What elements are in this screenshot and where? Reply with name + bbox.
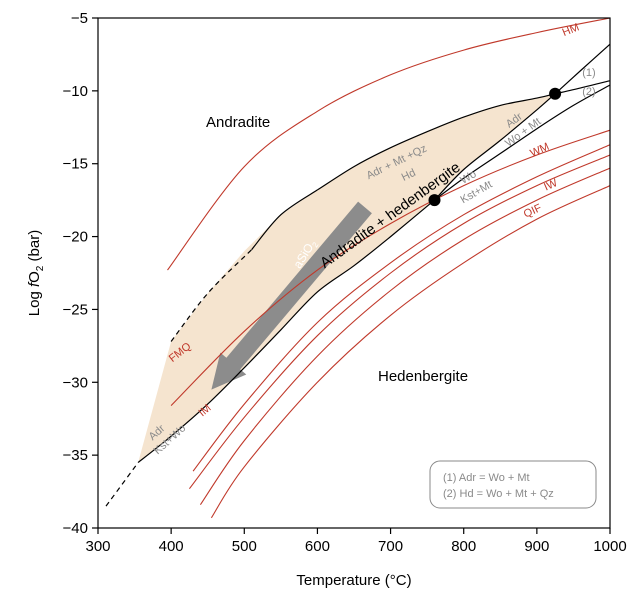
invariant-points (428, 87, 562, 207)
iw-buffer-label: IW (542, 177, 560, 194)
y-tick-label: −5 (71, 10, 88, 27)
wm-buffer-label: WM (528, 141, 551, 160)
hd-label: Hd (400, 167, 418, 184)
x-tick-label: 600 (305, 538, 330, 555)
buffer-curve-qif (210, 185, 611, 519)
legend-reaction-1: (1) Adr = Wo + Mt (443, 472, 530, 484)
andradite-field-label: Andradite (206, 114, 270, 131)
y-axis-title-o: O (26, 271, 43, 283)
y-tick-label: −40 (63, 520, 88, 537)
reaction-curve-3 (317, 93, 556, 191)
reaction-1-label: (1) (582, 67, 595, 79)
buffer-curve-hm (167, 17, 611, 271)
x-tick-label: 700 (378, 538, 403, 555)
asio2-arrow (211, 201, 372, 390)
x-tick-label: 800 (451, 538, 476, 555)
reaction-curve-7 (434, 84, 611, 201)
reaction-curves (105, 43, 611, 507)
y-axis-title-prefix: Log (26, 287, 43, 316)
x-tick-label: 900 (524, 538, 549, 555)
reaction-curve-5 (170, 249, 253, 342)
y-axis-title-f: f (26, 281, 43, 287)
asio2-subscript: 2 (310, 240, 320, 249)
hedenbergite-field-label: Hedenbergite (378, 368, 468, 385)
hm-buffer-label: HM (561, 21, 581, 39)
y-tick-label: −25 (63, 301, 88, 318)
x-axis: 300 400 500 600 700 800 900 1000 (85, 528, 627, 555)
buffer-curve-iw (188, 154, 611, 490)
reaction-2-label: (2) (582, 86, 595, 98)
oxygen-buffer-curves (167, 17, 611, 519)
x-tick-label: 300 (85, 538, 110, 555)
invariant-point-2 (428, 194, 441, 207)
reaction-curve-2 (105, 462, 139, 507)
plot-frame (97, 17, 611, 529)
x-tick-label: 1000 (593, 538, 626, 555)
buffer-curve-wm (192, 144, 611, 472)
y-tick-label: −20 (63, 229, 88, 246)
reaction-curve-4 (251, 189, 318, 251)
y-tick-label: −30 (63, 374, 88, 391)
x-axis-title: Temperature (°C) (296, 572, 411, 589)
buffer-curve-fmq (170, 129, 611, 406)
buffer-curve-im (199, 167, 611, 506)
reaction-curve-1 (137, 199, 435, 463)
y-axis-title-subscript: 2 (35, 265, 46, 271)
y-tick-label: −10 (63, 83, 88, 100)
reaction-curve-6 (434, 93, 556, 201)
y-tick-label: −35 (63, 447, 88, 464)
legend-reaction-2: (2) Hd = Wo + Mt + Qz (443, 488, 554, 500)
x-tick-label: 400 (159, 538, 184, 555)
y-tick-label: −15 (63, 156, 88, 173)
y-axis-title-unit: (bar) (26, 230, 43, 266)
reaction-curve-8 (554, 43, 611, 95)
y-axis-title: Log fO2 (bar) (26, 230, 46, 316)
y-axis: −40 −35 −30 −25 −20 −15 −10 −5 (63, 10, 98, 537)
reaction-legend-box (429, 460, 597, 509)
x-tick-label: 500 (232, 538, 257, 555)
silica-activity-arrow (211, 201, 372, 390)
invariant-point-1 (549, 87, 562, 100)
